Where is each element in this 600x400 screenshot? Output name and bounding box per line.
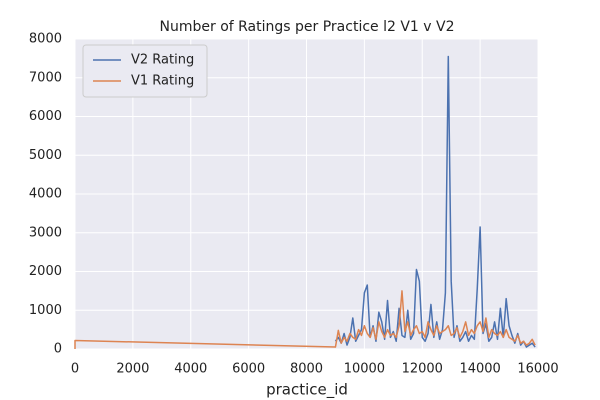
y-tick-label: 0 (54, 342, 62, 357)
y-tick-label: 5000 (29, 148, 62, 163)
y-tick-label: 7000 (29, 70, 62, 85)
x-tick-label: 0 (71, 362, 79, 377)
x-tick-label: 8000 (290, 362, 323, 377)
x-tick-label: 4000 (174, 362, 207, 377)
legend-label: V2 Rating (131, 53, 194, 68)
legend-box (82, 44, 208, 98)
y-tick-label: 8000 (29, 32, 62, 47)
lines (74, 55, 536, 349)
x-tick-label: 2000 (116, 362, 149, 377)
x-axis-label: practice_id (266, 381, 348, 400)
chart-title: Number of Ratings per Practice l2 V1 v V… (160, 19, 455, 35)
y-tick-label: 2000 (29, 264, 62, 279)
x-tick-label: 14000 (459, 362, 500, 377)
legend-label: V1 Rating (131, 74, 194, 89)
y-tick-label: 4000 (29, 187, 62, 202)
legend: V2 Rating V1 Rating (82, 44, 208, 98)
y-tick-label: 1000 (29, 303, 62, 318)
x-tick-label: 16000 (517, 362, 558, 377)
y-tick-label: 6000 (29, 109, 62, 124)
y-tick-label: 3000 (29, 225, 62, 240)
x-tick-label: 12000 (402, 362, 443, 377)
x-tick-label: 10000 (344, 362, 385, 377)
series-line (74, 290, 536, 349)
x-tick-label: 6000 (232, 362, 265, 377)
